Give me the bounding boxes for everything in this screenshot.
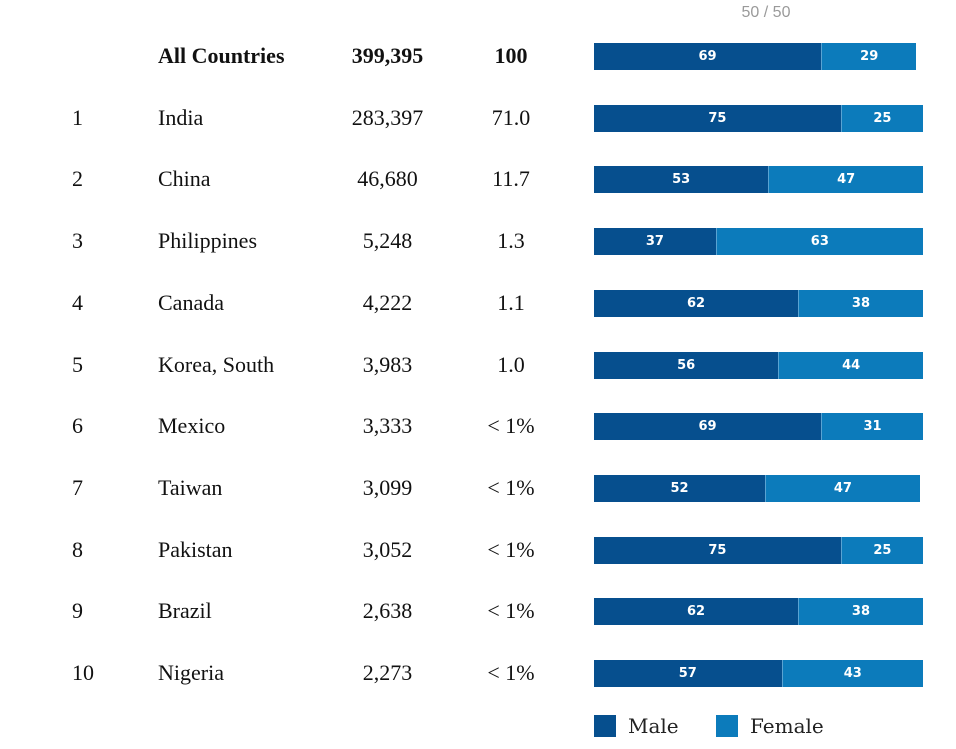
female-segment: 25: [840, 104, 923, 132]
male-segment: 53: [594, 166, 769, 194]
male-segment: 75: [594, 104, 841, 132]
female-segment: 43: [781, 660, 923, 687]
gender-bar: 75 25: [594, 104, 923, 132]
female-segment: 38: [797, 598, 923, 626]
country-name: Brazil: [158, 598, 212, 624]
female-segment: 63: [715, 228, 923, 256]
gender-bar: 69 31: [594, 413, 923, 441]
percent-value: < 1%: [487, 474, 535, 500]
total-row: All Countries 399,395 100 69 29: [0, 41, 956, 71]
female-segment: 47: [765, 474, 920, 502]
country-name: Philippines: [158, 228, 258, 254]
percent-value: 11.7: [492, 166, 530, 192]
percent-value: 1.0: [497, 351, 525, 377]
percent-value: 71.0: [491, 104, 531, 130]
country-name: Taiwan: [158, 474, 223, 500]
country-name: India: [158, 104, 204, 130]
legend-label-male: Male: [628, 714, 679, 738]
rank-number: 4: [72, 289, 83, 315]
count-value: 3,983: [362, 351, 413, 377]
male-segment: 52: [594, 474, 766, 502]
page-counter: 50 / 50: [741, 4, 791, 21]
table-row: 6 Mexico 3,333 < 1% 69 31: [0, 411, 956, 441]
male-segment: 37: [594, 228, 716, 256]
rank-number: 1: [72, 104, 83, 130]
female-segment: 47: [768, 166, 923, 194]
country-name: Pakistan: [158, 536, 233, 562]
gender-bar: 53 47: [594, 166, 923, 194]
legend-label-female: Female: [750, 714, 824, 738]
table-row: 9 Brazil 2,638 < 1% 62 38: [0, 596, 956, 626]
count-value: 3,099: [362, 474, 413, 500]
count-value: 4,222: [362, 289, 413, 315]
rank-number: 7: [72, 474, 83, 500]
count-value: 5,248: [362, 228, 413, 254]
male-segment: 62: [594, 598, 798, 626]
percent-value: < 1%: [487, 536, 535, 562]
male-segment: 62: [594, 289, 798, 317]
country-name: Mexico: [158, 413, 226, 439]
gender-bar: 57 43: [594, 660, 923, 687]
count-value: 2,638: [362, 598, 413, 624]
table-row: 8 Pakistan 3,052 < 1% 75 25: [0, 535, 956, 565]
rank-number: 2: [72, 166, 83, 192]
percent-value: 1.3: [497, 228, 525, 254]
rank-number: 8: [72, 536, 83, 562]
percent-value: < 1%: [487, 598, 535, 624]
country-name: Nigeria: [158, 660, 224, 685]
female-segment: 31: [821, 413, 923, 441]
count-value: 3,052: [362, 536, 413, 562]
count-value: 399,395: [351, 43, 424, 68]
gender-bar: 52 47: [594, 474, 920, 502]
female-segment: 29: [821, 43, 917, 70]
country-name: All Countries: [158, 43, 285, 68]
legend-swatch-female: [716, 715, 738, 737]
percent-value: 100: [494, 43, 528, 68]
gender-bar: 56 44: [594, 351, 923, 379]
percent-value: 1.1: [497, 289, 525, 315]
rank-number: 6: [72, 413, 83, 439]
table-row: 3 Philippines 5,248 1.3 37 63: [0, 226, 956, 256]
rank-number: 3: [72, 228, 83, 254]
male-segment: 57: [594, 660, 782, 687]
table-row: 7 Taiwan 3,099 < 1% 52 47: [0, 473, 956, 503]
female-segment: 25: [840, 536, 923, 564]
country-name: Canada: [158, 289, 224, 315]
percent-value: < 1%: [487, 413, 535, 439]
count-value: 283,397: [351, 104, 424, 130]
count-value: 2,273: [362, 660, 413, 685]
gender-bar: 75 25: [594, 536, 923, 564]
table-row: 4 Canada 4,222 1.1 62 38: [0, 288, 956, 318]
female-segment: 44: [778, 351, 923, 379]
rank-number: 10: [72, 660, 94, 685]
country-name: Korea, South: [158, 351, 275, 377]
female-segment: 38: [797, 289, 923, 317]
male-segment: 69: [594, 43, 821, 70]
legend-swatch-male: [594, 715, 616, 737]
table-row: 2 China 46,680 11.7 53 47: [0, 164, 956, 194]
gender-bar: 69 29: [594, 43, 917, 70]
male-segment: 75: [594, 536, 841, 564]
gender-bar: 37 63: [594, 228, 923, 256]
table-row: 1 India 283,397 71.0 75 25: [0, 103, 956, 133]
country-name: China: [158, 166, 211, 192]
male-segment: 69: [594, 413, 821, 441]
rank-number: 5: [72, 351, 83, 377]
percent-value: < 1%: [487, 660, 535, 685]
count-value: 3,333: [362, 413, 413, 439]
table-row: 5 Korea, South 3,983 1.0 56 44: [0, 350, 956, 380]
table-row: 10 Nigeria 2,273 < 1% 57 43: [0, 658, 956, 688]
count-value: 46,680: [357, 166, 418, 192]
male-segment: 56: [594, 351, 779, 379]
gender-bar: 62 38: [594, 289, 923, 317]
rank-number: 9: [72, 598, 83, 624]
gender-bar: 62 38: [594, 598, 923, 626]
